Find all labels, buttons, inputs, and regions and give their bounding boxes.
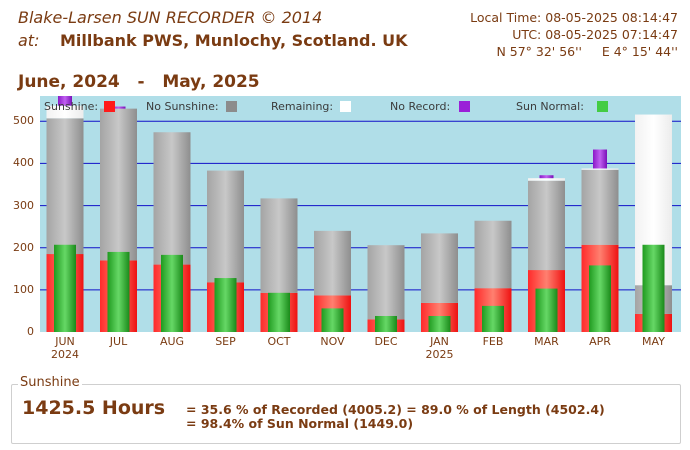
local-time: Local Time: 08-05-2025 08:14:47 xyxy=(470,10,678,25)
sunshine-summary-box xyxy=(11,384,681,444)
x-tick-month: MAY xyxy=(642,335,665,348)
x-tick-label-apr: APR xyxy=(575,335,625,348)
bar-remaining-mar xyxy=(528,178,565,181)
x-tick-label-jul: JUL xyxy=(94,335,144,348)
bar-sun-normal-oct xyxy=(268,292,290,332)
bar-no-sunshine-oct xyxy=(260,198,298,293)
chart-plot-area xyxy=(40,96,681,332)
bar-sun-normal-jan xyxy=(428,315,451,332)
x-tick-month: JUN xyxy=(55,335,75,348)
x-tick-month: FEB xyxy=(482,335,504,348)
bar-sun-normal-jul xyxy=(107,251,130,332)
legend-swatch xyxy=(459,101,470,112)
bar-no-sunshine-jul xyxy=(100,108,137,261)
bar-no-record-jul xyxy=(111,106,126,109)
bar-no-sunshine-mar xyxy=(528,180,565,271)
station-name: Millbank PWS, Munlochy, Scotland. UK xyxy=(60,31,408,50)
bar-no-sunshine-jun xyxy=(46,118,84,255)
legend-swatch xyxy=(597,101,608,112)
legend-swatch xyxy=(104,101,115,112)
x-tick-label-may: MAY xyxy=(629,335,679,348)
coordinates: N 57° 32' 56'' E 4° 15' 44'' xyxy=(496,44,678,59)
x-tick-label-feb: FEB xyxy=(468,335,518,348)
y-tick-label: 0 xyxy=(27,325,34,338)
summary-line-2: = 98.4% of Sun Normal (1449.0) xyxy=(186,416,414,431)
x-tick-year: 2025 xyxy=(425,348,454,361)
summary-line-1: = 35.6 % of Recorded (4005.2) = 89.0 % o… xyxy=(186,402,605,417)
x-tick-month: JUL xyxy=(109,335,128,348)
x-tick-month: DEC xyxy=(374,335,398,348)
x-tick-label-jan: JAN 2025 xyxy=(415,335,465,361)
title: Blake-Larsen SUN RECORDER © 2014 xyxy=(18,8,323,27)
x-tick-label-dec: DEC xyxy=(361,335,411,348)
bar-sun-normal-aug xyxy=(161,254,183,332)
bar-chart xyxy=(40,96,681,332)
x-tick-month: NOV xyxy=(320,335,345,348)
bar-sun-normal-dec xyxy=(375,315,397,332)
bar-sun-normal-sep xyxy=(214,278,237,332)
x-tick-month: SEP xyxy=(215,335,236,348)
bar-no-sunshine-nov xyxy=(314,230,351,296)
x-tick-label-sep: SEP xyxy=(201,335,251,348)
legend-label: Sun Normal: xyxy=(516,100,584,113)
bar-remaining-jun xyxy=(46,105,84,119)
y-tick-label: 400 xyxy=(13,156,34,170)
bar-remaining-apr xyxy=(581,168,619,170)
at-label: at: xyxy=(18,31,40,50)
bar-no-sunshine-sep xyxy=(207,170,244,283)
bar-sun-normal-may xyxy=(642,244,665,332)
y-tick-label: 100 xyxy=(13,282,34,296)
bar-no-sunshine-dec xyxy=(367,245,405,320)
bar-no-sunshine-jan xyxy=(421,233,458,303)
bar-no-sunshine-aug xyxy=(153,132,191,265)
bar-no-record-jun xyxy=(58,96,72,106)
bar-no-sunshine-apr xyxy=(581,169,619,245)
x-tick-label-mar: MAR xyxy=(522,335,572,348)
x-tick-month: AUG xyxy=(159,335,185,348)
bar-sun-normal-feb xyxy=(482,305,504,332)
x-tick-month: JAN xyxy=(430,335,449,348)
bar-no-record-mar xyxy=(539,175,554,179)
y-tick-label: 500 xyxy=(13,114,34,128)
sunshine-summary-label: Sunshine xyxy=(18,375,82,390)
legend-label: Sunshine: xyxy=(44,100,99,113)
bar-sun-normal-jun xyxy=(54,244,76,332)
utc-time: UTC: 08-05-2025 07:14:47 xyxy=(512,27,678,42)
x-tick-label-aug: AUG xyxy=(147,335,197,348)
bar-sun-normal-mar xyxy=(535,288,558,332)
x-tick-label-oct: OCT xyxy=(254,335,304,348)
y-tick-label: 300 xyxy=(13,198,34,212)
bar-sun-normal-nov xyxy=(321,308,344,332)
total-sunshine-hours: 1425.5 Hours xyxy=(22,397,166,419)
x-tick-label-nov: NOV xyxy=(308,335,358,348)
legend-swatch xyxy=(226,101,237,112)
bar-sun-normal-apr xyxy=(589,265,611,332)
legend-swatch xyxy=(340,101,351,112)
period-title: June, 2024 - May, 2025 xyxy=(18,72,260,92)
legend-label: No Record: xyxy=(390,100,451,113)
bar-no-record-apr xyxy=(593,149,607,169)
x-tick-label-jun: JUN 2024 xyxy=(40,335,90,361)
legend-label: Remaining: xyxy=(271,100,334,113)
bar-no-sunshine-feb xyxy=(474,220,512,289)
y-tick-label: 200 xyxy=(13,240,34,254)
x-tick-month: APR xyxy=(589,335,611,348)
x-tick-month: OCT xyxy=(267,335,291,348)
legend-label: No Sunshine: xyxy=(146,100,219,113)
x-tick-year: 2024 xyxy=(51,348,79,361)
x-tick-month: MAR xyxy=(534,335,559,348)
